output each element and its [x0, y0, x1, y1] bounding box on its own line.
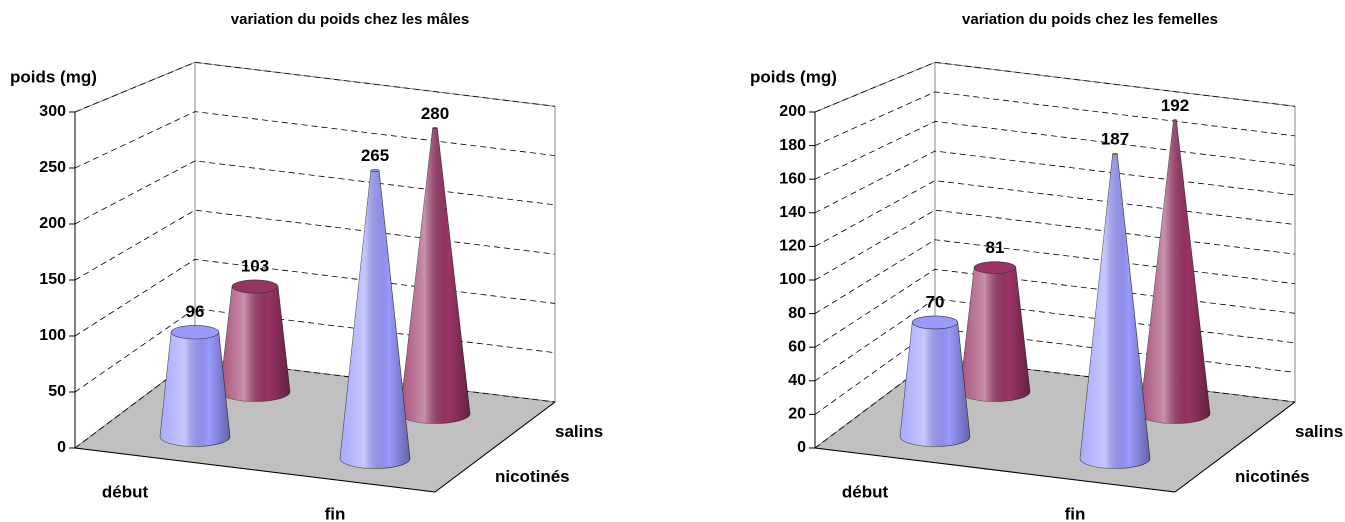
y-axis-label: poids (mg) [750, 67, 837, 86]
cone [959, 261, 1031, 402]
depth-axis [1174, 401, 1296, 493]
cone-shade [160, 332, 230, 447]
y-tick-label: 200 [779, 103, 806, 120]
data-label: 265 [361, 146, 389, 165]
cone-shade [1080, 153, 1150, 469]
y-tick-label: 100 [39, 327, 66, 344]
cone [899, 315, 971, 447]
y-tick-label: 0 [797, 439, 806, 456]
y-tick-label: 160 [779, 170, 806, 187]
series-label: salins [1295, 422, 1343, 441]
cone-top [370, 169, 380, 173]
data-label: 96 [186, 302, 205, 321]
x-tick-label: début [842, 482, 889, 501]
grid-line [814, 298, 1296, 382]
series-label: salins [555, 422, 603, 441]
cone-shade [340, 170, 410, 469]
y-tick-label: 250 [39, 159, 66, 176]
y-tick-label: 20 [788, 406, 806, 423]
cone-shade [900, 322, 970, 447]
depth-axis [434, 401, 556, 493]
data-label: 187 [1101, 130, 1129, 149]
cone [339, 169, 411, 469]
chart-title: variation du poids chez les mâles [231, 11, 469, 28]
grid-line [74, 61, 556, 113]
cone-shade [400, 128, 470, 424]
y-axis-label: poids (mg) [10, 67, 97, 86]
series-label: nicotinés [1235, 467, 1310, 486]
data-label: 103 [241, 256, 269, 275]
data-label: 70 [926, 292, 945, 311]
grid-line [814, 61, 1296, 113]
x-tick-label: fin [1065, 504, 1086, 522]
y-tick-label: 180 [779, 137, 806, 154]
data-label: 81 [986, 238, 1005, 257]
grid-line [814, 180, 1296, 247]
data-label: 192 [1161, 96, 1189, 115]
x-axis [814, 447, 1176, 493]
cone [159, 325, 231, 447]
y-tick-label: 120 [779, 238, 806, 255]
x-axis [74, 447, 436, 493]
grid-line [814, 150, 1296, 214]
y-tick-label: 150 [39, 271, 66, 288]
cone [219, 279, 291, 402]
cone-top [1112, 152, 1118, 155]
cone [1079, 152, 1151, 469]
y-tick-label: 100 [779, 271, 806, 288]
data-label: 280 [421, 104, 449, 123]
cone-shade [1140, 119, 1210, 424]
x-tick-label: fin [325, 504, 346, 522]
cone-top [432, 127, 438, 130]
chart-title: variation du poids chez les femelles [962, 11, 1218, 28]
series-label: nicotinés [495, 467, 570, 486]
y-tick-label: 50 [48, 383, 66, 400]
cone-top [1173, 119, 1177, 121]
y-tick-label: 0 [57, 439, 66, 456]
grid-line [74, 160, 556, 225]
cone-shade [960, 267, 1030, 402]
y-tick-label: 140 [779, 204, 806, 221]
cone-top [231, 279, 279, 294]
y-tick-label: 80 [788, 305, 806, 322]
y-tick-label: 200 [39, 215, 66, 232]
cone-top [973, 261, 1017, 274]
cone-top [170, 325, 220, 340]
y-tick-label: 60 [788, 338, 806, 355]
cone-shade [220, 286, 290, 402]
cone-top [911, 315, 959, 330]
y-tick-label: 300 [39, 103, 66, 120]
y-tick-label: 40 [788, 372, 806, 389]
x-tick-label: début [102, 482, 149, 501]
